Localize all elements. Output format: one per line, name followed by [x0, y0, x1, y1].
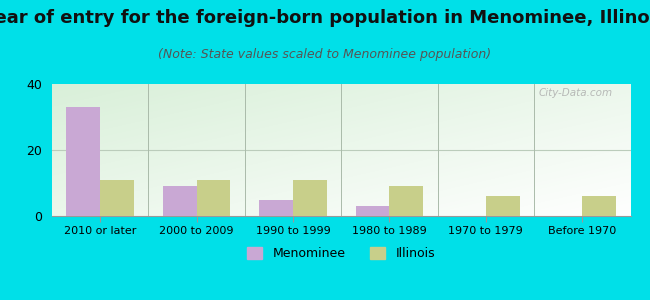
Legend: Menominee, Illinois: Menominee, Illinois: [242, 242, 440, 265]
Bar: [486, 196, 519, 216]
Bar: [259, 200, 293, 216]
Bar: [66, 107, 100, 216]
Bar: [389, 186, 423, 216]
Bar: [196, 180, 230, 216]
Text: City-Data.com: City-Data.com: [539, 88, 613, 98]
Bar: [293, 180, 327, 216]
Bar: [356, 206, 389, 216]
Bar: [100, 180, 134, 216]
Text: Year of entry for the foreign-born population in Menominee, Illinois: Year of entry for the foreign-born popul…: [0, 9, 650, 27]
Bar: [582, 196, 616, 216]
Bar: [163, 186, 196, 216]
Text: (Note: State values scaled to Menominee population): (Note: State values scaled to Menominee …: [159, 48, 491, 61]
